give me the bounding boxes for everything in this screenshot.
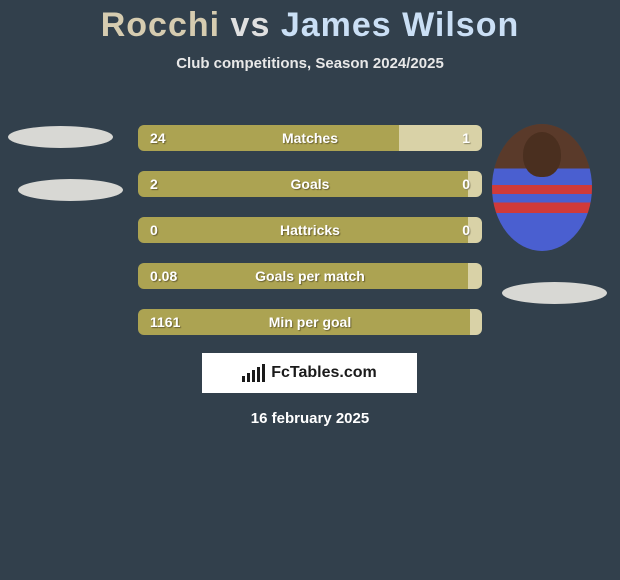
stat-bar-left: 24: [138, 125, 399, 151]
shadow-oval: [8, 126, 113, 148]
stat-bar-right: 0: [468, 217, 482, 243]
stat-label: Hattricks: [280, 222, 340, 238]
brand-text: FcTables.com: [271, 364, 377, 382]
page-title: Rocchi vs James Wilson: [0, 0, 620, 45]
stat-bar-right: 0: [468, 171, 482, 197]
stat-bar-right: [468, 263, 482, 289]
stat-label: Matches: [282, 130, 338, 146]
brand-box[interactable]: FcTables.com: [202, 353, 417, 393]
stat-row: 1161Min per goal: [138, 309, 482, 335]
avatar-image: [492, 124, 592, 251]
stat-label: Min per goal: [269, 314, 351, 330]
stat-bar-right: [470, 309, 482, 335]
stat-row: 00Hattricks: [138, 217, 482, 243]
shadow-oval: [18, 179, 123, 201]
player2-name: James Wilson: [281, 6, 519, 44]
brand-bars-icon: [242, 364, 265, 382]
stat-row: 241 Matches: [138, 125, 482, 151]
stat-bar-right: 1: [399, 125, 482, 151]
stat-rows: 241Matches20Goals00Hattricks0.08Goals pe…: [138, 125, 482, 355]
date-text: 16 february 2025: [251, 410, 369, 427]
stat-row: 20Goals: [138, 171, 482, 197]
player1-name: Rocchi: [101, 6, 220, 44]
stat-label: Goals: [291, 176, 330, 192]
stat-row: 0.08Goals per match: [138, 263, 482, 289]
stat-label: Goals per match: [255, 268, 365, 284]
vs-text: vs: [231, 6, 271, 44]
subtitle: Club competitions, Season 2024/2025: [0, 55, 620, 72]
shadow-oval: [502, 282, 607, 304]
player2-avatar: [492, 124, 592, 251]
